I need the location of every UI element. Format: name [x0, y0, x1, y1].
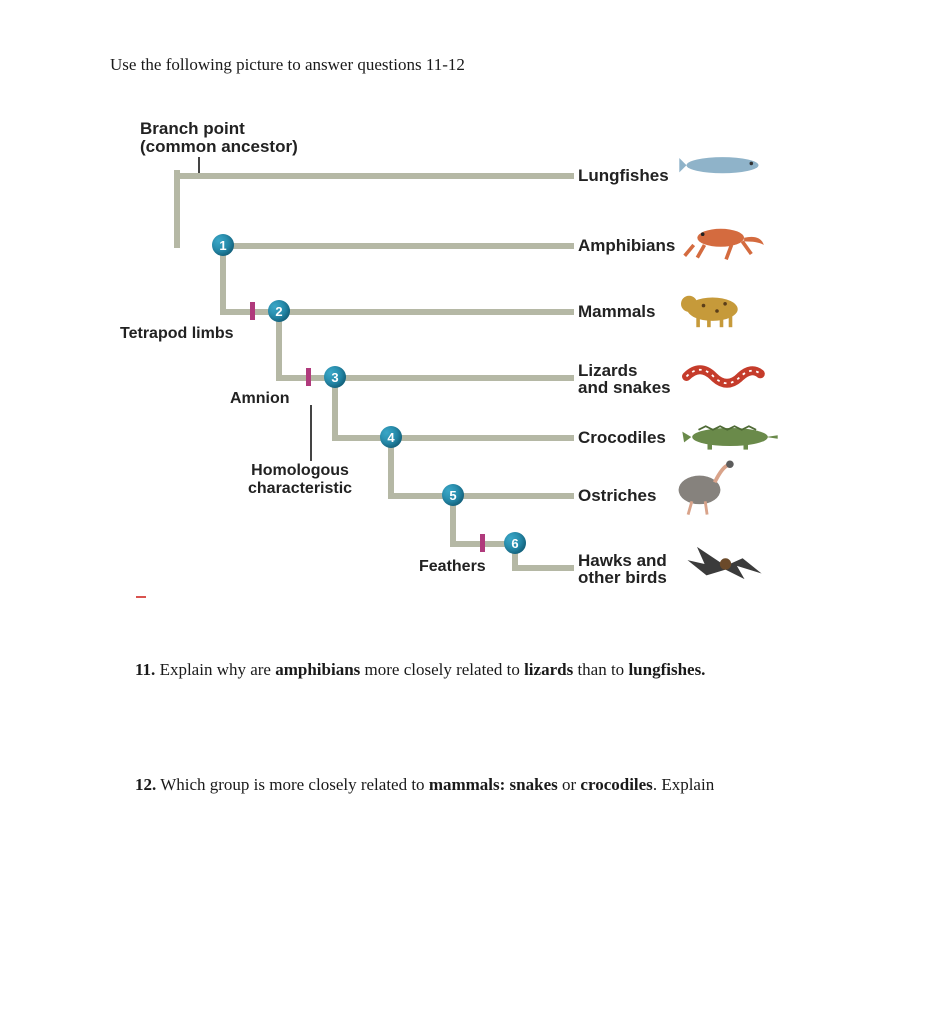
snake-icon — [675, 354, 770, 399]
branch-hawks — [512, 565, 574, 571]
branch-root-v — [174, 170, 180, 248]
q11-number: 11. — [135, 660, 155, 679]
homologous-label: Homologous characteristic — [248, 462, 352, 498]
mammal-icon — [665, 284, 760, 329]
node-5: 5 — [442, 484, 464, 506]
q12-mid1: or — [558, 775, 581, 794]
question-12: 12. Which group is more closely related … — [135, 775, 848, 795]
branch-ostriches — [388, 493, 574, 499]
taxon-amphibians: Amphibians — [578, 236, 675, 256]
q12-number: 12. — [135, 775, 156, 794]
branch-point-label-line1: Branch point — [140, 120, 298, 138]
amphibian-icon — [675, 218, 770, 263]
q12-post: . Explain — [653, 775, 714, 794]
tick-amnion — [306, 368, 311, 386]
q12-b1: mammals: snakes — [429, 775, 558, 794]
taxon-lizards: Lizards and snakes — [578, 362, 671, 396]
branch-point-label: Branch point (common ancestor) — [140, 120, 298, 156]
q11-pre: Explain why are — [155, 660, 275, 679]
homologous-line2: characteristic — [248, 480, 352, 498]
crocodile-icon — [675, 410, 785, 455]
homologous-arrow — [310, 405, 312, 461]
taxon-crocodiles: Crocodiles — [578, 428, 666, 448]
taxon-hawks: Hawks and other birds — [578, 552, 667, 586]
taxon-lungfishes: Lungfishes — [578, 166, 669, 186]
node-1: 1 — [212, 234, 234, 256]
hawk-icon — [678, 536, 773, 591]
q11-b2: lizards — [524, 660, 573, 679]
ostrich-icon — [652, 458, 747, 518]
red-mark — [136, 596, 146, 598]
node-2: 2 — [268, 300, 290, 322]
taxon-hawks-l2: other birds — [578, 568, 667, 587]
taxon-ostriches: Ostriches — [578, 486, 656, 506]
node-4: 4 — [380, 426, 402, 448]
question-11: 11. Explain why are amphibians more clos… — [135, 660, 848, 680]
branch-point-label-line2: (common ancestor) — [140, 138, 298, 156]
phylogenetic-tree-diagram: Branch point (common ancestor) Tetrapod … — [120, 120, 790, 610]
tick-tetrapod — [250, 302, 255, 320]
feathers-label: Feathers — [419, 558, 486, 576]
q12-b2: crocodiles — [580, 775, 652, 794]
questions-block: 11. Explain why are amphibians more clos… — [110, 660, 848, 795]
tick-feathers — [480, 534, 485, 552]
instruction-text: Use the following picture to answer ques… — [110, 55, 848, 75]
tetrapod-label: Tetrapod limbs — [120, 325, 234, 343]
q11-b3: lungfishes. — [628, 660, 705, 679]
homologous-line1: Homologous — [248, 462, 352, 480]
branch-amphibians — [220, 243, 574, 249]
node-6: 6 — [504, 532, 526, 554]
q11-mid2: than to — [573, 660, 628, 679]
q12-pre: Which group is more closely related to — [156, 775, 429, 794]
branch-lungfishes — [174, 173, 574, 179]
q11-mid1: more closely related to — [360, 660, 524, 679]
branch-lizards — [276, 375, 574, 381]
amnion-label: Amnion — [230, 390, 290, 408]
taxon-lizards-l2: and snakes — [578, 378, 671, 397]
taxon-mammals: Mammals — [578, 302, 655, 322]
q11-b1: amphibians — [275, 660, 360, 679]
node-3: 3 — [324, 366, 346, 388]
lungfish-icon — [675, 140, 770, 185]
branch-crocodiles — [332, 435, 574, 441]
